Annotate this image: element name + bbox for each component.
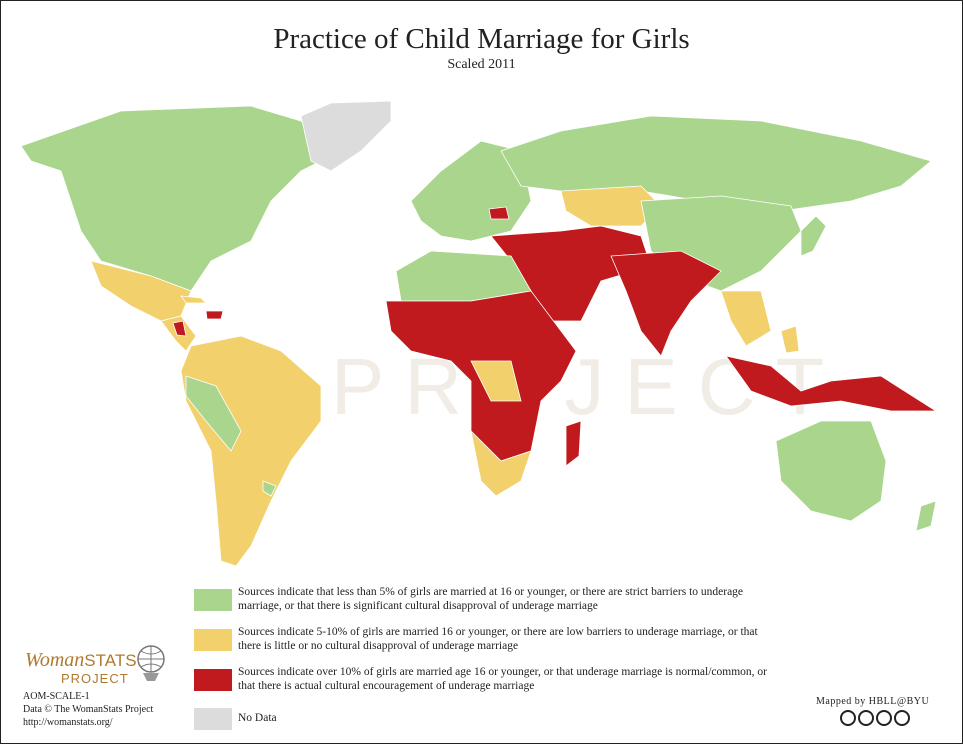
logo-woman: Woman <box>25 649 85 671</box>
region <box>915 500 937 532</box>
url: http://womanstats.org/ <box>23 717 113 728</box>
region <box>565 420 582 467</box>
region <box>560 185 662 227</box>
legend-swatch <box>194 589 232 611</box>
region <box>185 375 242 452</box>
cc-icons <box>840 710 910 726</box>
region <box>488 206 510 220</box>
legend-label: Sources indicate that less than 5% of gi… <box>238 586 744 612</box>
title: Practice of Child Marriage for Girls <box>273 23 690 55</box>
logo-globe <box>137 645 165 681</box>
world-map <box>20 100 938 567</box>
region <box>470 360 522 402</box>
region <box>725 355 938 412</box>
region <box>20 105 342 292</box>
subtitle: Scaled 2011 <box>447 57 516 72</box>
region <box>780 325 800 354</box>
logo-stats: STATS <box>84 651 137 670</box>
region <box>610 250 722 357</box>
region <box>262 480 277 497</box>
region <box>180 295 207 304</box>
watermark: PROJECT <box>331 342 845 431</box>
region <box>300 100 392 172</box>
region <box>180 335 322 567</box>
legend-label: No Data <box>238 712 277 724</box>
logo: WomanSTATS <box>25 649 137 672</box>
legend-swatch <box>194 708 232 730</box>
region <box>720 290 772 347</box>
legend-swatch <box>194 669 232 691</box>
region <box>470 429 532 497</box>
region <box>205 310 224 320</box>
data-credit: Data © The WomanStats Project <box>23 704 154 715</box>
code: AOM-SCALE-1 <box>23 691 90 702</box>
region <box>172 320 187 337</box>
region <box>395 250 532 302</box>
region <box>800 215 827 257</box>
legend-label: Sources indicate 5-10% of girls are marr… <box>238 626 758 652</box>
mapped-by: Mapped by HBLL@BYU <box>816 696 930 707</box>
legend-label: Sources indicate over 10% of girls are m… <box>238 666 767 692</box>
logo-project: PROJECT <box>61 671 129 686</box>
region <box>775 420 887 522</box>
legend-swatch <box>194 629 232 651</box>
